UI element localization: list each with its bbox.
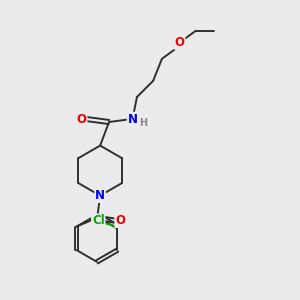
Text: H: H: [140, 118, 148, 128]
Text: Cl: Cl: [92, 214, 105, 227]
Text: N: N: [128, 112, 137, 126]
Text: O: O: [76, 112, 87, 126]
Text: N: N: [95, 189, 105, 202]
Text: O: O: [175, 36, 185, 49]
Text: O: O: [115, 214, 125, 227]
